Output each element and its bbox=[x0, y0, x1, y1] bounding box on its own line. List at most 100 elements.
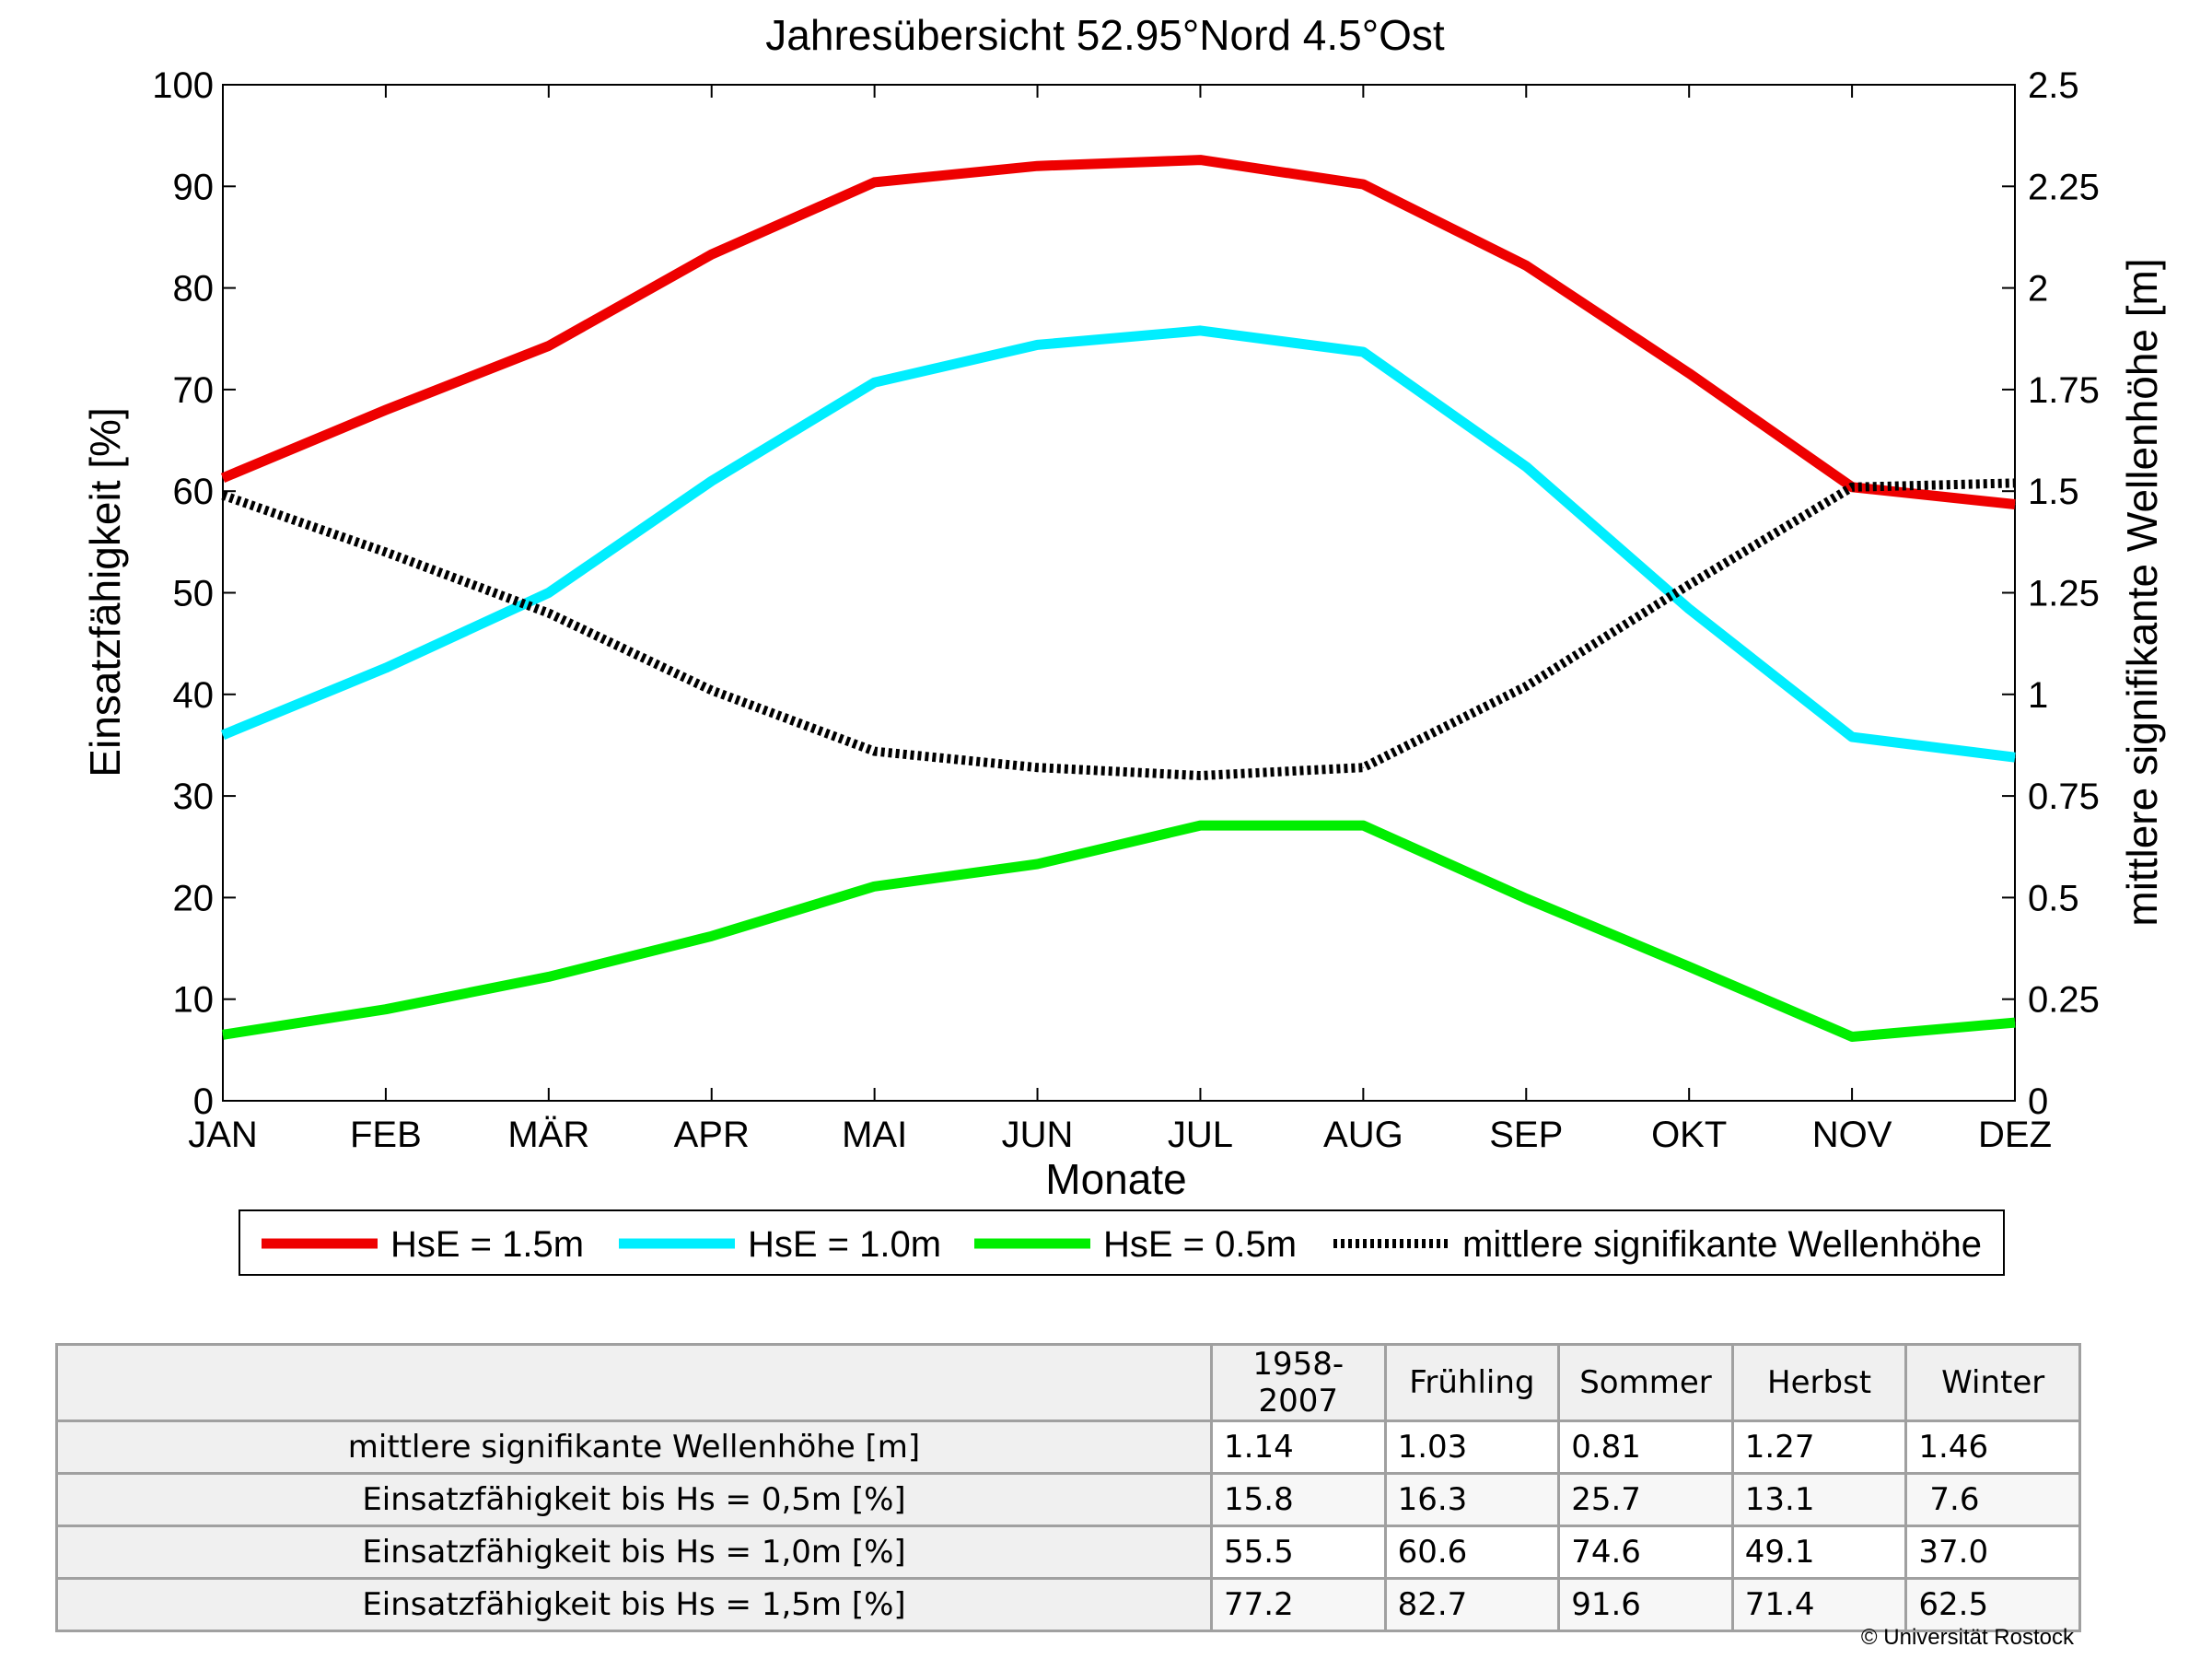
y-tick-label: 60 bbox=[173, 472, 215, 512]
legend: HsE = 1.5m HsE = 1.0m HsE = 0.5m mittlere s… bbox=[239, 1209, 2005, 1276]
row-label: Einsatzfähigkeit bis Hs = 1,5m [%] bbox=[55, 1577, 1213, 1632]
data-point bbox=[874, 885, 876, 887]
data-point bbox=[1525, 685, 1527, 687]
series-line-1 bbox=[220, 325, 2016, 763]
data-point bbox=[1688, 584, 1690, 586]
data-point bbox=[2014, 482, 2016, 484]
y2-axis-label: mittlere signifikante Wellenhöhe [m] bbox=[2118, 258, 2166, 926]
y2-tick-label: 0 bbox=[2028, 1081, 2048, 1122]
table-cell: 60.6 bbox=[1383, 1525, 1561, 1580]
data-point bbox=[1688, 608, 1690, 610]
x-tick-label: MAI bbox=[842, 1115, 907, 1155]
data-point bbox=[1362, 824, 1364, 826]
data-point bbox=[222, 477, 224, 479]
y2-tick-label: 2.25 bbox=[2028, 167, 2100, 207]
table-cell: 37.0 bbox=[1904, 1525, 2081, 1580]
data-point bbox=[874, 181, 876, 183]
data-point bbox=[711, 689, 713, 691]
table-cell: 25.7 bbox=[1557, 1472, 1734, 1527]
data-point bbox=[711, 480, 713, 482]
data-point bbox=[1199, 159, 1201, 161]
data-point bbox=[548, 345, 550, 346]
data-point bbox=[1525, 466, 1527, 468]
table-cell: 49.1 bbox=[1730, 1525, 1908, 1580]
column-header: Herbst bbox=[1730, 1343, 1908, 1422]
data-point bbox=[1688, 965, 1690, 967]
data-point bbox=[1688, 372, 1690, 374]
legend-label: mittlere signifikante Wellenhöhe bbox=[1462, 1224, 1982, 1265]
table-cell: 71.4 bbox=[1730, 1577, 1908, 1632]
chart-title: Jahresübersicht 52.95°Nord 4.5°Ost bbox=[765, 11, 1445, 59]
x-tick-label: AUG bbox=[1323, 1115, 1403, 1155]
data-point bbox=[222, 495, 224, 497]
data-point bbox=[1199, 330, 1201, 332]
x-tick-label: MÄR bbox=[507, 1115, 589, 1155]
plot-frame bbox=[222, 84, 2016, 1102]
data-point bbox=[2014, 504, 2016, 506]
table-cell: 1.46 bbox=[1904, 1419, 2081, 1475]
data-point bbox=[385, 551, 387, 553]
y2-tick-label: 1 bbox=[2028, 675, 2048, 716]
column-header: Frühling bbox=[1383, 1343, 1561, 1422]
table-cell: 7.6 bbox=[1904, 1472, 2081, 1527]
data-point bbox=[1525, 264, 1527, 266]
data-point bbox=[2014, 1022, 2016, 1023]
table-row: Einsatzfähigkeit bis Hs = 0,5m [%] 15.8 … bbox=[55, 1472, 2081, 1527]
column-header: Sommer bbox=[1557, 1343, 1734, 1422]
plot-area: 0 10 20 30 40 50 60 70 80 90 100 0 0.25 0.5 0.75 1 1.25 1… bbox=[152, 65, 2100, 1155]
row-label: mittlere signifikante Wellenhöhe [m] bbox=[55, 1419, 1213, 1475]
legend-label: HsE = 1.5m bbox=[390, 1224, 584, 1265]
data-point bbox=[222, 734, 224, 736]
table-cell: 16.3 bbox=[1383, 1472, 1561, 1527]
data-point bbox=[1851, 736, 1853, 738]
data-point bbox=[548, 592, 550, 593]
data-point bbox=[1851, 486, 1853, 488]
x-tick-label: OKT bbox=[1651, 1115, 1727, 1155]
y-tick-label: 50 bbox=[173, 574, 215, 614]
data-point bbox=[711, 253, 713, 255]
x-tick-label: NOV bbox=[1812, 1115, 1892, 1155]
y-tick-label: 10 bbox=[173, 980, 215, 1021]
data-point bbox=[1525, 898, 1527, 900]
series-line-0 bbox=[220, 155, 2016, 509]
table-cell: 0.81 bbox=[1557, 1419, 1734, 1475]
y2-tick-label: 1.75 bbox=[2028, 370, 2100, 411]
table-cell: 82.7 bbox=[1383, 1577, 1561, 1632]
y2-tick-label: 0.25 bbox=[2028, 980, 2100, 1021]
data-point bbox=[1037, 863, 1039, 865]
row-label: Einsatzfähigkeit bis Hs = 1,0m [%] bbox=[55, 1525, 1213, 1580]
y2-tick-label: 1.5 bbox=[2028, 472, 2079, 512]
legend-label: HsE = 0.5m bbox=[1103, 1224, 1297, 1265]
x-tick-label: APR bbox=[674, 1115, 750, 1155]
table-cell: 77.2 bbox=[1210, 1577, 1387, 1632]
column-header: Winter bbox=[1904, 1343, 2081, 1422]
data-point bbox=[385, 1009, 387, 1011]
data-point bbox=[874, 381, 876, 383]
data-point bbox=[711, 935, 713, 937]
data-point bbox=[2014, 756, 2016, 758]
legend-frame bbox=[239, 1209, 2005, 1276]
y-axis-label: Einsatzfähigkeit [%] bbox=[81, 407, 129, 777]
table-row: mittlere signifikante Wellenhöhe [m] 1.1… bbox=[55, 1419, 2081, 1475]
data-point bbox=[1362, 183, 1364, 185]
data-point bbox=[1362, 766, 1364, 768]
data-point bbox=[385, 667, 387, 669]
y-tick-label: 80 bbox=[173, 269, 215, 310]
y-tick-label: 90 bbox=[173, 167, 215, 207]
y-tick-label: 70 bbox=[173, 370, 215, 411]
legend-label: HsE = 1.0m bbox=[748, 1224, 941, 1265]
data-point bbox=[1037, 766, 1039, 768]
data-point bbox=[1851, 1036, 1853, 1038]
x-tick-label: JAN bbox=[188, 1115, 258, 1155]
x-tick-label: DEZ bbox=[1978, 1115, 2052, 1155]
y-tick-label: 20 bbox=[173, 878, 215, 918]
data-point bbox=[1199, 824, 1201, 826]
table-cell: 1.14 bbox=[1210, 1419, 1387, 1475]
y2-tick-label: 0.75 bbox=[2028, 777, 2100, 817]
table-cell: 15.8 bbox=[1210, 1472, 1387, 1527]
x-tick-label: FEB bbox=[350, 1115, 422, 1155]
y-tick-label: 0 bbox=[193, 1081, 214, 1122]
table-cell: 55.5 bbox=[1210, 1525, 1387, 1580]
y-tick-label: 100 bbox=[152, 65, 214, 106]
